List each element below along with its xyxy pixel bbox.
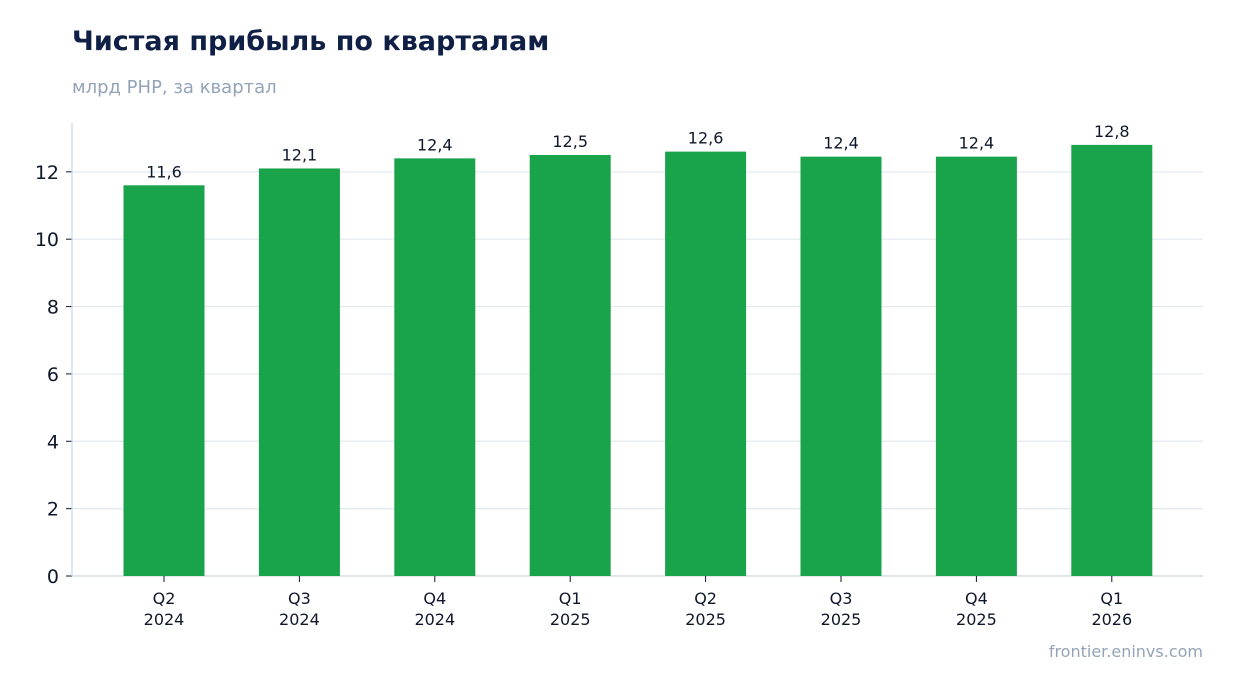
data-label: 12,1 xyxy=(282,145,318,164)
bar xyxy=(800,156,882,576)
bar xyxy=(258,168,340,577)
data-label: 11,6 xyxy=(146,162,182,181)
bar xyxy=(935,156,1017,576)
x-tick-label-quarter: Q3 xyxy=(830,589,853,608)
x-tick-label-quarter: Q1 xyxy=(559,589,582,608)
bar xyxy=(665,151,747,577)
chart-subtitle: млрд PHP, за квартал xyxy=(72,77,277,98)
data-label: 12,4 xyxy=(417,135,453,154)
x-tick-label-year: 2026 xyxy=(1091,610,1132,629)
data-label: 12,4 xyxy=(823,134,859,153)
bar xyxy=(1071,144,1153,576)
data-label: 12,4 xyxy=(959,134,995,153)
y-tick-label: 6 xyxy=(47,364,59,386)
x-tick-label-year: 2024 xyxy=(279,610,320,629)
x-tick-label-quarter: Q1 xyxy=(1100,589,1123,608)
x-tick-label-year: 2025 xyxy=(550,610,591,629)
x-tick-label-quarter: Q2 xyxy=(153,589,176,608)
x-tick-label-quarter: Q2 xyxy=(694,589,717,608)
source-link[interactable]: frontier.eninvs.com xyxy=(1048,642,1203,661)
grid-lines xyxy=(72,171,1203,510)
data-label: 12,8 xyxy=(1094,122,1130,141)
x-tick-label-quarter: Q4 xyxy=(965,589,988,608)
bar xyxy=(123,185,205,577)
bars xyxy=(123,144,1153,577)
x-tick-label-quarter: Q4 xyxy=(423,589,446,608)
x-tick-label-year: 2024 xyxy=(414,610,455,629)
y-tick-label: 12 xyxy=(35,162,59,184)
x-tick-label-year: 2025 xyxy=(685,610,726,629)
x-tick-label-year: 2025 xyxy=(956,610,997,629)
y-tick-label: 0 xyxy=(47,566,59,588)
y-tick-label: 2 xyxy=(47,499,59,521)
data-label: 12,5 xyxy=(552,132,588,151)
axes: 0 2 4 6 8 10 12 xyxy=(35,123,1203,588)
data-label: 12,6 xyxy=(688,129,724,148)
y-tick-label: 8 xyxy=(47,297,59,319)
chart-title: Чистая прибыль по кварталам xyxy=(72,26,550,57)
x-tick-label-year: 2025 xyxy=(821,610,862,629)
y-tick-label: 4 xyxy=(47,431,59,453)
y-tick-label: 10 xyxy=(35,229,59,251)
bar xyxy=(394,158,476,576)
x-tick-label-quarter: Q3 xyxy=(288,589,311,608)
x-tick-label-year: 2024 xyxy=(144,610,185,629)
bar xyxy=(529,154,611,576)
labels: 11,6 Q2 2024 12,1 Q3 2024 12,4 Q4 2024 12,5 Q1 2025… xyxy=(144,122,1133,629)
